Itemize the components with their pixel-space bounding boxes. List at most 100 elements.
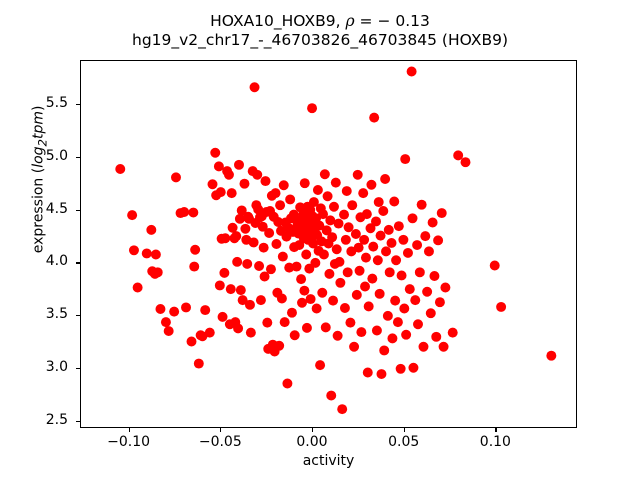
scatter-point (390, 295, 401, 306)
scatter-point (332, 330, 343, 341)
scatter-point (260, 176, 271, 187)
scatter-point (264, 228, 275, 238)
x-tick-mark (403, 428, 405, 432)
scatter-point (245, 327, 256, 338)
scatter-point (340, 234, 351, 245)
y-axis-label: expression (log2tpm) (30, 105, 50, 254)
scatter-point (383, 224, 394, 235)
scatter-point (326, 390, 337, 401)
scatter-points-layer (115, 66, 557, 415)
scatter-point (362, 367, 373, 378)
scatter-point (342, 267, 353, 278)
scatter-point (275, 200, 286, 211)
scatter-point (204, 327, 215, 338)
scatter-point (325, 215, 336, 226)
scatter-point (318, 249, 329, 260)
scatter-point (186, 336, 197, 347)
scatter-point (408, 362, 419, 373)
scatter-point (217, 311, 228, 322)
scatter-point (371, 325, 382, 336)
scatter-point (169, 306, 180, 317)
scatter-point (341, 186, 352, 197)
scatter-point (248, 237, 259, 248)
scatter-point (389, 196, 400, 207)
scatter-point (299, 178, 310, 189)
scatter-point (398, 234, 409, 245)
scatter-point (367, 273, 378, 284)
scatter-point (285, 194, 296, 205)
scatter-point (318, 209, 329, 220)
scatter-point (416, 199, 427, 210)
scatter-point (376, 369, 387, 380)
x-tick-mark (311, 428, 314, 432)
scatter-point (193, 358, 204, 369)
scatter-point (219, 267, 230, 278)
y-tick-label: 3.0 (45, 358, 68, 375)
scatter-point (181, 302, 192, 313)
scatter-point (379, 345, 390, 356)
scatter-point (232, 256, 243, 267)
scatter-point (252, 169, 263, 180)
scatter-point (223, 169, 234, 180)
scatter-point (345, 317, 356, 328)
scatter-point (240, 223, 251, 234)
scatter-point (152, 267, 163, 278)
scatter-point (307, 103, 318, 114)
scatter-point (438, 341, 449, 352)
scatter-point (360, 252, 371, 263)
scatter-point (420, 231, 431, 242)
x-tick-mark (128, 428, 130, 432)
scatter-point (160, 317, 171, 328)
scatter-point (270, 188, 281, 199)
y-tick-label: 4.5 (45, 200, 68, 217)
scatter-point (347, 200, 358, 211)
scatter-point (365, 223, 376, 234)
scatter-point (406, 66, 417, 77)
y-tick-mark (76, 209, 80, 211)
scatter-point (350, 229, 361, 240)
x-tick-mark (220, 428, 222, 432)
scatter-point (380, 174, 391, 184)
scatter-point (289, 330, 300, 341)
scatter-point (429, 271, 440, 281)
scatter-point (331, 244, 342, 255)
scatter-point (296, 274, 307, 285)
scatter-point (237, 295, 248, 306)
scatter-point (440, 282, 451, 293)
title-gene-pair: HOXA10_HOXB9, (210, 12, 346, 30)
scatter-point (282, 378, 293, 389)
scatter-point (242, 258, 253, 269)
scatter-point (171, 172, 181, 183)
scatter-point (214, 280, 225, 291)
scatter-point (262, 317, 273, 328)
y-tick-label: 2.5 (45, 411, 68, 428)
scatter-point (291, 261, 302, 272)
scatter-point (321, 225, 332, 236)
scatter-point (412, 240, 423, 251)
scatter-point (330, 177, 341, 188)
scatter-point (339, 209, 350, 220)
scatter-point (392, 317, 403, 328)
scatter-point (213, 161, 224, 172)
scatter-point (322, 191, 333, 202)
scatter-point (378, 205, 389, 216)
scatter-point (234, 213, 245, 224)
scatter-point (361, 209, 372, 220)
scatter-point (496, 301, 507, 312)
scatter-point (334, 256, 345, 267)
rho-value: = − 0.13 (354, 12, 430, 30)
scatter-point (220, 233, 231, 244)
scatter-point (255, 295, 266, 306)
scatter-point (207, 179, 218, 190)
scatter-point (225, 284, 236, 295)
scatter-point (369, 112, 380, 123)
scatter-point (402, 247, 413, 258)
y-tick-label: 5.5 (45, 95, 68, 112)
scatter-point (427, 217, 438, 228)
scatter-point (314, 220, 325, 231)
scatter-point (434, 297, 445, 308)
scatter-point (351, 289, 362, 300)
scatter-point (146, 224, 157, 235)
scatter-point (310, 257, 321, 268)
scatter-point (234, 159, 244, 170)
